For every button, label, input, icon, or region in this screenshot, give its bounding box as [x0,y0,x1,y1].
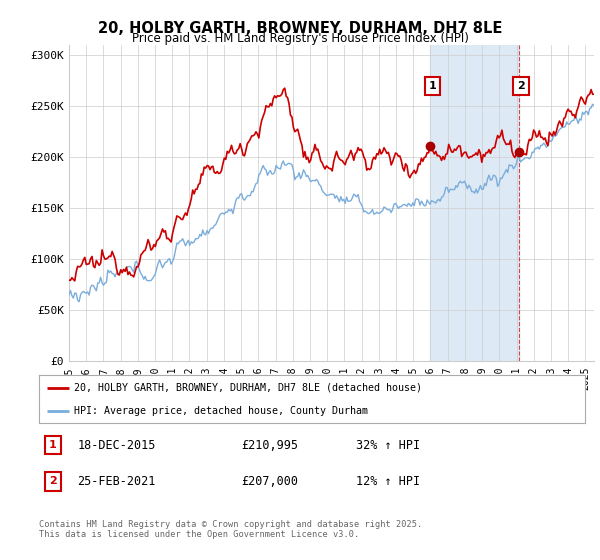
Text: 32% ↑ HPI: 32% ↑ HPI [356,438,420,451]
Text: 2: 2 [517,81,525,91]
Text: 12% ↑ HPI: 12% ↑ HPI [356,475,420,488]
Bar [430,45,518,361]
Text: 20, HOLBY GARTH, BROWNEY, DURHAM, DH7 8LE (detached house): 20, HOLBY GARTH, BROWNEY, DURHAM, DH7 8L… [74,382,422,393]
Text: 2: 2 [49,477,56,486]
Text: £207,000: £207,000 [241,475,298,488]
Text: 20, HOLBY GARTH, BROWNEY, DURHAM, DH7 8LE: 20, HOLBY GARTH, BROWNEY, DURHAM, DH7 8L… [98,21,502,36]
Text: 18-DEC-2015: 18-DEC-2015 [77,438,155,451]
Text: £210,995: £210,995 [241,438,298,451]
Text: 1: 1 [49,440,56,450]
Text: Price paid vs. HM Land Registry's House Price Index (HPI): Price paid vs. HM Land Registry's House … [131,32,469,45]
Text: Contains HM Land Registry data © Crown copyright and database right 2025.
This d: Contains HM Land Registry data © Crown c… [39,520,422,539]
Text: 25-FEB-2021: 25-FEB-2021 [77,475,155,488]
Text: 1: 1 [428,81,436,91]
Text: HPI: Average price, detached house, County Durham: HPI: Average price, detached house, Coun… [74,407,368,417]
